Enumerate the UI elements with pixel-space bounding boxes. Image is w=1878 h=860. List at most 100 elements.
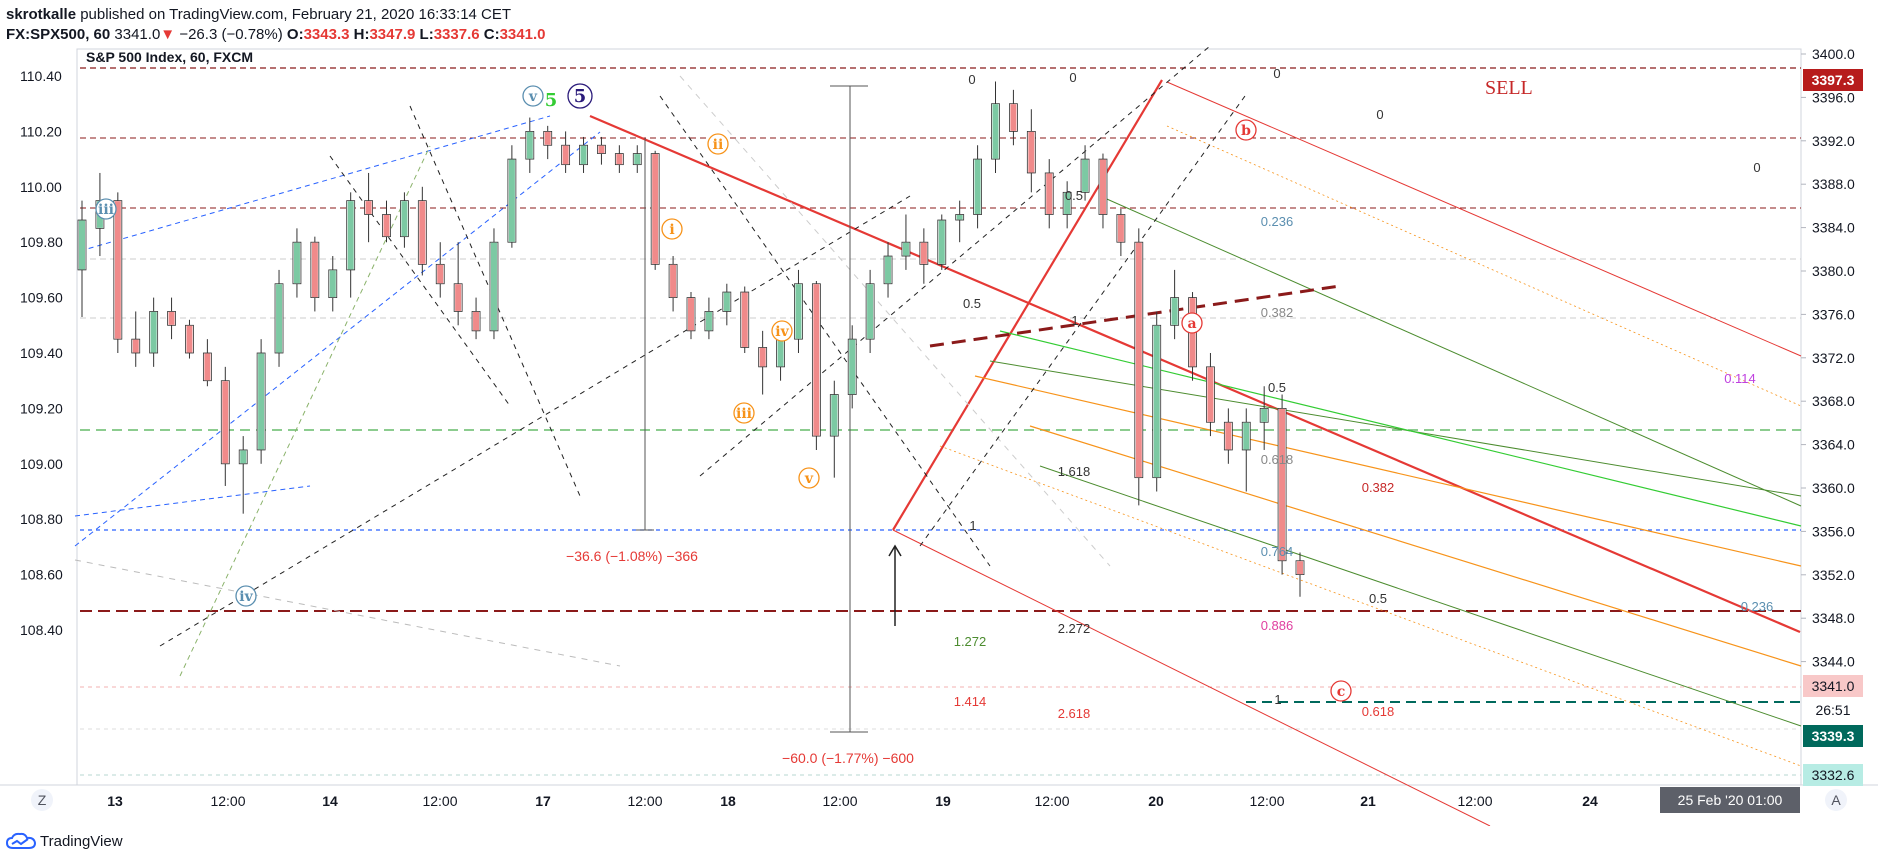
time-axis-tick: 12:00 [1457,793,1492,809]
candle-down [1099,159,1106,214]
chart-header: skrotkalle published on TradingView.com,… [0,0,1878,46]
candle-down [455,284,462,311]
candle-down [1117,215,1124,242]
trend-line [999,330,1802,527]
candle-up [1064,192,1071,214]
right-axis-tick: 3400.0 [1812,46,1855,62]
trend-lines[interactable] [74,46,1802,826]
candle-up [79,220,85,270]
annotation-text: −36.6 (−1.08%) −366 [566,548,698,564]
fib-label: 0.5 [1268,380,1286,395]
svg-text:A: A [1831,792,1841,808]
left-axis-tick: 109.60 [20,290,63,306]
trend-line [74,485,311,517]
tradingview-logo[interactable]: TradingView [6,832,123,850]
last-price: 3341.0 [114,26,161,43]
trend-line [1039,465,1802,727]
price-tag-box [1803,725,1863,747]
fib-label: 2.272 [1058,621,1091,636]
right-axis-tick: 3356.0 [1812,523,1855,539]
candle-up [526,131,533,159]
candle-up [1171,298,1178,325]
time-axis-tick: 24 [1582,793,1598,809]
candle-down [688,298,694,331]
zoom-button[interactable]: Z [31,789,53,811]
auto-scale-button[interactable]: A [1825,789,1847,811]
right-axis-tick: 3344.0 [1812,654,1855,670]
left-axis-tick: 110.00 [20,179,62,195]
candle-down [419,201,426,264]
symbol-label[interactable]: FX:SPX500, 60 [6,26,111,43]
candle-down [1207,367,1214,422]
fib-label: 1.618 [1058,464,1091,479]
trend-line [589,114,1801,634]
price-tag-teal: 3339.3 [1812,728,1855,744]
candle-down [1010,104,1017,131]
fib-label: 0.114 [1724,371,1756,386]
time-axis-tick: 21 [1360,793,1376,809]
time-axis[interactable]: 13 12:00 14 12:00 17 12:00 18 12:00 19 12:00 20 12:… [107,793,1598,809]
fib-label: 0.5 [963,296,981,311]
left-axis-tick: 109.40 [20,345,63,361]
right-axis-tick: 3376.0 [1812,306,1855,322]
chart-title: S&P 500 Index, 60, FXCM [86,49,253,65]
candle-up [885,256,892,284]
candle-down [204,353,211,381]
wave-label: iii [98,202,114,218]
right-axis-tick: 3380.0 [1812,263,1855,279]
chart-background [0,46,1878,826]
time-axis-tick: 12:00 [822,793,857,809]
candle-down [920,242,927,264]
candle-down [616,154,623,165]
candle-up [634,154,641,165]
candle-up [150,311,157,353]
candle-up [902,242,909,256]
change-value: −26.3 (−0.78%) [179,26,283,43]
wave-label: i [669,222,674,238]
fib-label: 0.618 [1261,452,1294,467]
time-axis-tick: 20 [1148,793,1164,809]
trend-line [74,131,601,547]
trend-line [892,79,1163,531]
right-axis[interactable]: 3400.0 3396.0 3392.0 3388.0 3384.0 3380.0 3376… [1801,46,1855,670]
candle-down [311,242,318,298]
price-tag-last: 3341.0 [1812,678,1855,694]
candle-down [365,201,372,214]
wave-label: 5 [545,90,558,111]
fib-label: 0.236 [1741,599,1774,614]
left-axis-tick: 110.20 [20,123,62,139]
fib-label: 0.5 [1065,188,1083,203]
candle-down [168,311,175,325]
candle-up [777,339,784,367]
candle-up [490,242,497,331]
fib-label: 1.272 [954,634,987,649]
wave-label-circle [522,85,544,107]
time-axis-tick: 17 [535,793,551,809]
change-arrow-icon: ▼ [160,26,176,43]
wave-label-circle [567,83,593,109]
time-axis-tick: 12:00 [627,793,662,809]
candle-up [258,353,265,450]
candle-down [383,215,390,237]
trend-line [1099,195,1802,507]
right-axis-tick: 3372.0 [1812,350,1855,366]
candle-up [580,145,587,165]
author-name[interactable]: skrotkalle [6,6,77,23]
left-axis-tick: 108.80 [20,511,63,527]
fib-label: 1 [969,518,976,533]
time-axis-tick: 12:00 [210,793,245,809]
fib-label: 0.382 [1261,305,1294,320]
fib-label: 0 [1753,160,1760,175]
time-axis-tick: 12:00 [422,793,457,809]
trend-line [74,559,621,667]
candle-up [276,284,283,353]
left-axis-tick: 110.40 [20,68,62,84]
price-tag-box [1803,69,1863,91]
arrow-up-icon [888,544,902,557]
fib-label: 1 [1071,313,1078,328]
left-axis[interactable]: 110.40 110.20 110.00 109.80 109.60 109.40 109.… [20,68,63,638]
price-tag-light: 3332.6 [1812,767,1855,783]
published-text: published on TradingView.com, February 2… [76,6,512,23]
wave-label-circle [1330,680,1352,702]
